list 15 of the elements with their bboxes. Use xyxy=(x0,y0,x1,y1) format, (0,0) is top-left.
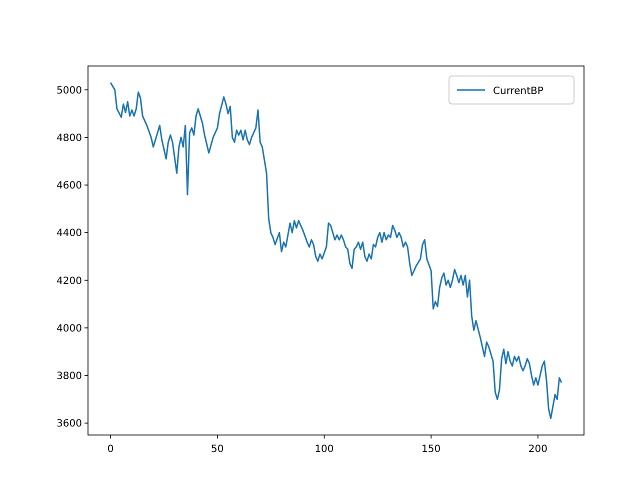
y-tick-label: 4000 xyxy=(56,323,82,334)
x-tick-label: 0 xyxy=(107,444,114,455)
y-tick-label: 3600 xyxy=(56,418,82,430)
legend-label: CurrentBP xyxy=(493,86,544,97)
y-tick-label: 5000 xyxy=(56,85,82,96)
y-tick-label: 4400 xyxy=(56,228,82,240)
y-tick-label: 4200 xyxy=(56,276,82,287)
x-tick-label: 150 xyxy=(422,444,441,455)
y-tick-label: 4800 xyxy=(56,132,82,144)
x-tick-label: 50 xyxy=(211,444,224,455)
x-tick-label: 100 xyxy=(314,444,334,455)
y-tick-label: 3800 xyxy=(56,370,82,382)
x-tick-label: 200 xyxy=(528,444,548,455)
y-tick-label: 4600 xyxy=(56,180,82,192)
line-series xyxy=(110,82,562,420)
